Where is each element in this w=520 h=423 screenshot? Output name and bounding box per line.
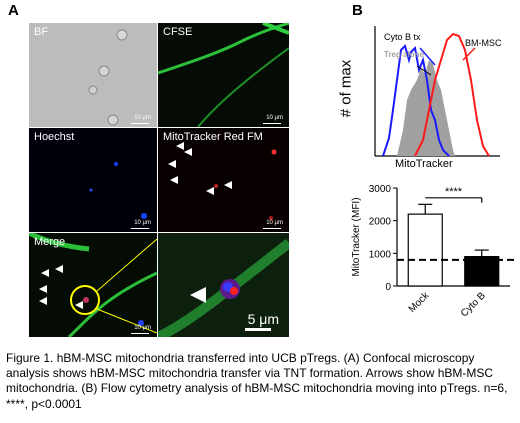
panel-b-letter: B	[352, 2, 363, 19]
arrow-icon	[206, 187, 214, 195]
bmmsc-histogram	[414, 32, 490, 157]
histogram-xlabel: MitoTracker	[395, 158, 453, 170]
tile-label-cfse: CFSE	[163, 26, 193, 38]
cfse-image: CFSE 10 μm	[158, 23, 289, 127]
arrow-icon	[170, 176, 178, 184]
cytob-histogram	[382, 44, 450, 157]
scale-bar-mitotracker	[263, 228, 281, 229]
histogram-ylabel: # of max	[337, 59, 355, 118]
arrow-icon	[224, 181, 232, 189]
y-tick-label: 0	[385, 282, 391, 293]
panel-a-letter: A	[8, 2, 19, 19]
bf-image: BF 10 μm	[29, 23, 157, 127]
arrow-icon	[168, 160, 176, 168]
arrow-icon	[39, 297, 47, 305]
scale-bar-zoom	[245, 328, 271, 331]
scale-label-zoom: 5 μm	[247, 311, 279, 327]
scale-label-mitotracker: 10 μm	[266, 220, 283, 226]
label-bmmsc: BM-MSC	[465, 38, 502, 48]
figure-caption: Figure 1. hBM-MSC mitochondria transferr…	[6, 351, 514, 412]
arrow-icon	[39, 285, 47, 293]
arrow-icon	[184, 148, 192, 156]
bar-ylabel: MitoTracker (MFI)	[351, 197, 362, 276]
label-cytob: Cyto B tx	[384, 32, 421, 42]
bar-mock	[407, 213, 443, 287]
category-label: Mock	[407, 290, 432, 315]
arrow-icon	[75, 301, 83, 309]
scale-label-hoechst: 10 μm	[134, 220, 151, 226]
tile-label-hoechst: Hoechst	[34, 131, 75, 143]
tile-label-bf: BF	[34, 26, 49, 38]
highlight-circle	[70, 285, 100, 315]
scale-label-merge: 10 μm	[134, 325, 151, 331]
caption-text: Figure 1. hBM-MSC mitochondria transferr…	[6, 351, 508, 411]
arrow-icon	[41, 269, 49, 277]
y-tick-label: 1000	[369, 249, 392, 260]
tile-label-merge: Merge	[34, 236, 66, 248]
y-tick-label: 2000	[369, 217, 392, 228]
hoechst-image: Hoechst 10 μm	[29, 128, 157, 232]
arrow-icon	[176, 142, 184, 150]
scale-label-bf: 10 μm	[134, 115, 151, 121]
arrow-icon	[190, 287, 206, 303]
scale-bar-merge	[131, 333, 149, 334]
scale-bar-cfse	[263, 123, 281, 124]
label-treg: Treg alone	[384, 50, 425, 59]
mitotracker-image: MitoTracker Red FM 10 μm	[158, 128, 289, 232]
histogram-panel: # of max MitoTracker Cyto B tx Treg alon…	[338, 20, 515, 170]
arrow-icon	[55, 265, 63, 273]
bar-chart: 0 1000 2000 3000 MitoTracker (MFI) Mock Cyto B…	[351, 184, 514, 319]
scale-label-cfse: 10 μm	[266, 115, 283, 121]
zoom-image: 5 μm	[158, 233, 289, 337]
scale-bar-hoechst	[131, 228, 149, 229]
category-label: Cyto B	[459, 290, 488, 319]
tile-label-mitotracker: MitoTracker Red FM	[163, 131, 263, 143]
bar-cyto-b	[464, 255, 500, 287]
y-tick-label: 3000	[369, 184, 392, 195]
treg-histogram	[397, 60, 455, 156]
scale-bar-bf	[131, 123, 149, 124]
merge-image: Merge 10 μm	[29, 233, 157, 337]
significance-label: ****	[445, 186, 463, 198]
